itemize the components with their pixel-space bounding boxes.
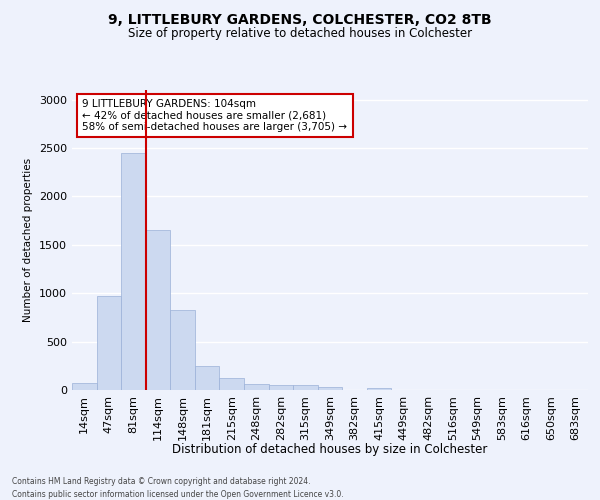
- Bar: [244, 384, 269, 390]
- Text: 9, LITTLEBURY GARDENS, COLCHESTER, CO2 8TB: 9, LITTLEBURY GARDENS, COLCHESTER, CO2 8…: [108, 12, 492, 26]
- Bar: [269, 384, 293, 390]
- Text: Contains public sector information licensed under the Open Government Licence v3: Contains public sector information licen…: [12, 490, 344, 499]
- Bar: [72, 382, 97, 390]
- Bar: [367, 388, 391, 390]
- Bar: [97, 296, 121, 390]
- Bar: [318, 387, 342, 390]
- Bar: [220, 378, 244, 390]
- Text: Size of property relative to detached houses in Colchester: Size of property relative to detached ho…: [128, 28, 472, 40]
- Bar: [121, 153, 146, 390]
- Bar: [195, 366, 220, 390]
- Bar: [146, 230, 170, 390]
- Text: Distribution of detached houses by size in Colchester: Distribution of detached houses by size …: [172, 442, 488, 456]
- Text: Contains HM Land Registry data © Crown copyright and database right 2024.: Contains HM Land Registry data © Crown c…: [12, 478, 311, 486]
- Y-axis label: Number of detached properties: Number of detached properties: [23, 158, 34, 322]
- Bar: [170, 310, 195, 390]
- Text: 9 LITTLEBURY GARDENS: 104sqm
← 42% of detached houses are smaller (2,681)
58% of: 9 LITTLEBURY GARDENS: 104sqm ← 42% of de…: [82, 99, 347, 132]
- Bar: [293, 384, 318, 390]
